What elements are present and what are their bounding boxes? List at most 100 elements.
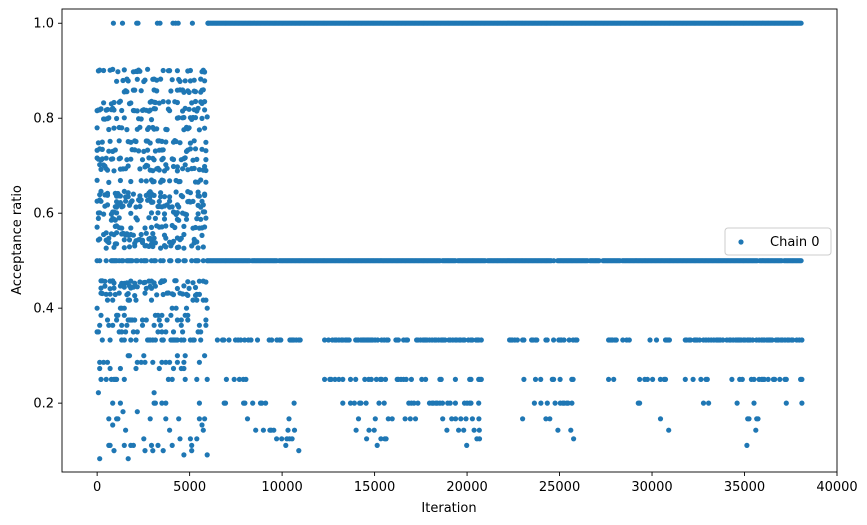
data-point <box>189 442 195 448</box>
data-point <box>697 337 703 343</box>
data-point <box>173 278 179 284</box>
data-point <box>165 376 171 382</box>
data-point <box>170 329 177 335</box>
data-point <box>347 400 354 406</box>
data-point <box>169 204 175 210</box>
data-point <box>200 87 206 93</box>
data-point <box>106 126 112 133</box>
data-point <box>469 337 475 343</box>
data-point <box>765 376 771 382</box>
data-point <box>123 198 129 204</box>
data-point <box>461 337 468 343</box>
data-point <box>146 125 152 131</box>
data-point <box>151 322 157 328</box>
y-tick-label: 1.0 <box>33 17 54 32</box>
data-point <box>102 283 108 289</box>
data-point <box>476 427 482 433</box>
data-point <box>203 139 209 145</box>
legend-box <box>724 227 832 256</box>
data-point <box>244 416 251 422</box>
data-point <box>120 77 126 84</box>
data-point <box>532 376 539 382</box>
data-point <box>181 223 187 229</box>
data-point <box>204 452 210 458</box>
data-point <box>110 66 116 72</box>
data-point <box>169 376 175 382</box>
data-point <box>121 237 127 243</box>
data-point <box>101 359 107 365</box>
data-point <box>134 284 140 290</box>
data-point <box>346 337 352 343</box>
data-point <box>543 416 549 422</box>
legend: Chain 0 <box>724 227 832 256</box>
data-point <box>150 359 156 365</box>
data-point <box>195 105 201 111</box>
data-point <box>107 442 113 448</box>
data-point <box>157 20 163 26</box>
data-point <box>534 337 540 343</box>
data-point <box>128 100 134 106</box>
data-point <box>126 202 133 208</box>
x-tick-label: 30000 <box>631 480 672 495</box>
data-point <box>297 337 303 343</box>
data-point <box>192 224 199 231</box>
data-point <box>196 359 202 365</box>
data-point <box>366 427 372 433</box>
data-point <box>112 217 118 223</box>
data-point <box>167 359 173 365</box>
data-point <box>132 317 138 323</box>
data-point <box>191 165 197 171</box>
data-point <box>107 337 113 343</box>
data-point <box>143 285 149 291</box>
data-point <box>186 285 192 291</box>
data-point <box>133 365 139 372</box>
data-point <box>164 127 170 133</box>
data-point <box>464 442 470 448</box>
data-point <box>169 442 175 448</box>
data-point <box>158 245 164 251</box>
data-point <box>202 416 208 422</box>
data-point <box>102 278 108 284</box>
data-point <box>119 225 125 231</box>
data-point <box>167 108 173 114</box>
data-point <box>134 76 140 82</box>
data-point <box>666 427 672 433</box>
data-point <box>165 99 171 105</box>
data-point <box>111 280 117 286</box>
data-point <box>783 376 789 382</box>
data-point <box>653 337 660 343</box>
data-point <box>180 291 186 297</box>
data-point <box>132 147 138 153</box>
data-point <box>291 427 298 433</box>
data-point <box>444 427 450 433</box>
data-point <box>596 258 602 264</box>
data-point <box>355 416 362 422</box>
data-point <box>254 337 261 343</box>
data-point <box>152 106 158 112</box>
data-point <box>196 193 202 199</box>
data-point <box>566 337 572 343</box>
data-point <box>196 322 202 328</box>
data-point <box>706 400 712 406</box>
data-point <box>152 215 158 221</box>
data-point <box>151 157 157 163</box>
data-point <box>142 448 148 454</box>
data-point <box>121 305 127 311</box>
data-point <box>121 312 127 318</box>
data-point <box>143 178 149 184</box>
data-point <box>407 416 413 422</box>
data-point <box>168 258 174 264</box>
data-point <box>111 125 117 131</box>
data-point <box>148 117 155 123</box>
data-point <box>226 337 232 343</box>
plot-area-frame <box>61 8 838 473</box>
data-point <box>182 162 188 168</box>
data-point <box>148 210 155 216</box>
data-point <box>128 139 134 145</box>
data-point <box>137 166 143 172</box>
x-tick-label: 40000 <box>816 480 857 495</box>
data-point <box>423 376 429 382</box>
data-point <box>734 400 740 406</box>
data-point <box>174 164 180 170</box>
data-point <box>471 427 477 433</box>
